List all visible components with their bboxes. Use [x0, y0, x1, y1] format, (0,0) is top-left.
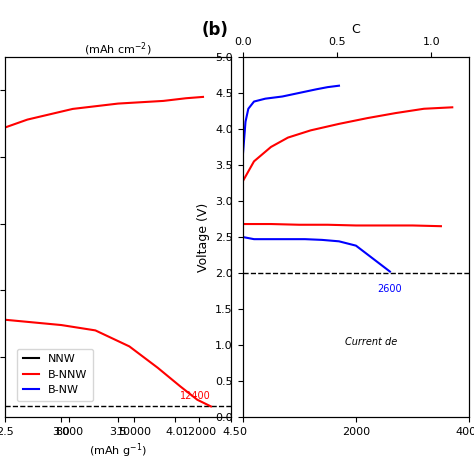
Legend: NNW, B-NNW, B-NW: NNW, B-NNW, B-NW: [17, 348, 93, 401]
Text: (b): (b): [202, 21, 229, 39]
Text: Current de: Current de: [345, 337, 397, 347]
Text: 12400: 12400: [180, 391, 211, 401]
X-axis label: (mAh g$^{-1}$): (mAh g$^{-1}$): [89, 441, 147, 460]
Text: 2600: 2600: [378, 284, 402, 294]
Y-axis label: Voltage (V): Voltage (V): [197, 202, 210, 272]
X-axis label: C: C: [352, 23, 360, 36]
X-axis label: (mAh cm$^{-2}$): (mAh cm$^{-2}$): [84, 40, 152, 58]
